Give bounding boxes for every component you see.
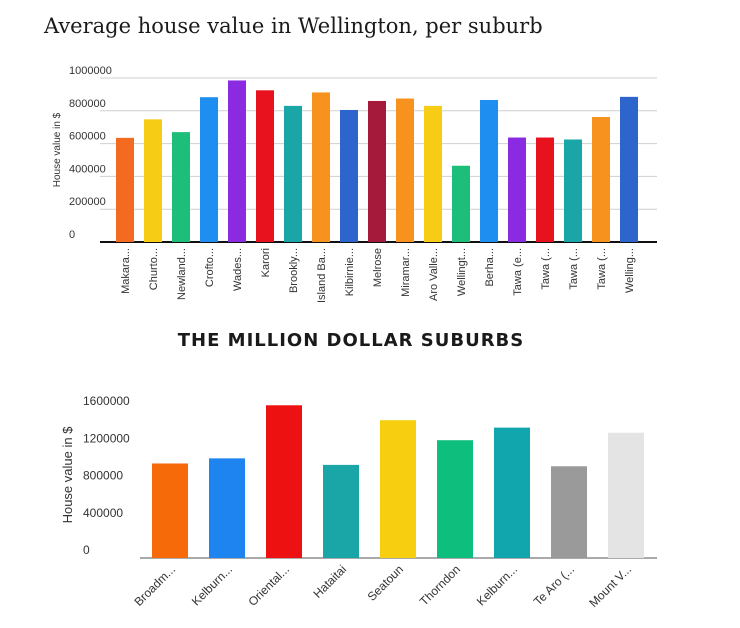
chart1-y-tick-label: 800000 bbox=[69, 98, 106, 110]
chart1-y-tick-label: 600000 bbox=[69, 131, 106, 143]
chart2-bar bbox=[209, 458, 245, 558]
chart2-bar bbox=[437, 440, 473, 558]
chart1-bar bbox=[424, 105, 442, 242]
chart1-bar bbox=[508, 137, 526, 242]
chart1-category-label: Island Ba... bbox=[316, 248, 328, 303]
chart2-bar bbox=[323, 464, 359, 558]
chart-title-wellington: Average house value in Wellington, per s… bbox=[44, 14, 543, 38]
chart1-y-tick-label: 0 bbox=[69, 229, 75, 241]
chart1-category-label: Kilbirnie... bbox=[344, 248, 356, 296]
chart1-bar bbox=[620, 96, 638, 242]
chart2-category-label: Kelburn... bbox=[474, 562, 520, 608]
chart2-y-tick-label: 800000 bbox=[83, 469, 123, 483]
chart2-bar bbox=[380, 420, 416, 558]
chart2-bar bbox=[494, 427, 530, 558]
chart1-category-label: Brookly... bbox=[288, 248, 300, 293]
chart1-category-label: Tawa (... bbox=[568, 248, 580, 290]
chart1-category-label: Makara... bbox=[120, 248, 132, 294]
chart1-category-label: Newland... bbox=[176, 248, 188, 300]
chart1-category-label: Tawa (... bbox=[540, 248, 552, 290]
chart2-category-label: Thorndon bbox=[417, 562, 463, 608]
chart2-y-tick-label: 400000 bbox=[83, 506, 123, 520]
chart1-category-label: Wades... bbox=[232, 248, 244, 291]
chart2-category-label: Seatoun bbox=[365, 562, 407, 604]
chart1-category-label: Aro Valle... bbox=[428, 248, 440, 301]
chart1-y-axis-label: House value in $ bbox=[52, 112, 63, 187]
chart1-category-label: Karori bbox=[260, 248, 272, 277]
chart1-bar bbox=[452, 165, 470, 242]
chart2-bar bbox=[266, 405, 302, 558]
chart1-y-tick-label: 200000 bbox=[69, 196, 106, 208]
chart1-bar bbox=[116, 137, 134, 242]
chart2-bar bbox=[551, 466, 587, 558]
chart2-y-axis-label: House value in $ bbox=[60, 426, 75, 524]
chart1-bar bbox=[284, 105, 302, 242]
chart-title-million-dollar: THE MILLION DOLLAR SUBURBS bbox=[177, 330, 525, 351]
chart1-group: 1000000 800000 600000 400000 200000 0 House va… bbox=[52, 65, 657, 303]
chart1-bar bbox=[564, 139, 582, 242]
chart2-category-label: Hataitai bbox=[310, 562, 349, 601]
chart1-bar bbox=[312, 92, 330, 242]
chart1-category-label: Berha... bbox=[484, 248, 496, 287]
chart1-category-label: Churto... bbox=[148, 248, 160, 290]
chart1-category-label: Miramar... bbox=[400, 248, 412, 297]
chart2-group: 1600000 1200000 800000 400000 0 House value i… bbox=[60, 394, 657, 610]
chart1-y-tick-label: 400000 bbox=[69, 163, 106, 175]
chart2-y-tick-label: 0 bbox=[83, 543, 90, 557]
chart2-category-label: Mount V... bbox=[586, 562, 634, 610]
chart1-bar bbox=[368, 100, 386, 243]
chart1-category-label: Wellingt... bbox=[456, 248, 468, 296]
chart2-category-label: Oriental... bbox=[245, 562, 292, 609]
chart2-bar bbox=[152, 463, 188, 558]
chart1-category-label: Crofto... bbox=[204, 248, 216, 287]
chart2-category-label: Broadm... bbox=[131, 562, 178, 609]
chart1-bar bbox=[480, 99, 498, 242]
chart1-category-label: Welling... bbox=[624, 248, 636, 293]
chart2-y-tick-label: 1200000 bbox=[83, 431, 130, 445]
chart1-bar bbox=[396, 98, 414, 242]
chart1-bar bbox=[228, 80, 246, 243]
chart2-category-label: Kelburn... bbox=[189, 562, 235, 608]
chart1-bar bbox=[536, 137, 554, 242]
chart1-bar bbox=[144, 119, 162, 242]
chart1-y-tick-label: 1000000 bbox=[69, 65, 112, 77]
chart1-category-label: Tawa (... bbox=[596, 248, 608, 290]
chart1-bar bbox=[256, 90, 274, 242]
chart1-category-label: Melrose bbox=[372, 248, 384, 287]
chart1-bar bbox=[592, 117, 610, 242]
chart1-bar bbox=[200, 97, 218, 242]
chart1-bar bbox=[340, 109, 358, 242]
chart1-bar bbox=[172, 132, 190, 242]
chart1-category-label: Tawa (e... bbox=[512, 248, 524, 296]
chart2-category-label: Te Aro (... bbox=[531, 562, 577, 608]
chart2-bar bbox=[608, 432, 644, 558]
chart2-y-tick-label: 1600000 bbox=[83, 394, 130, 408]
